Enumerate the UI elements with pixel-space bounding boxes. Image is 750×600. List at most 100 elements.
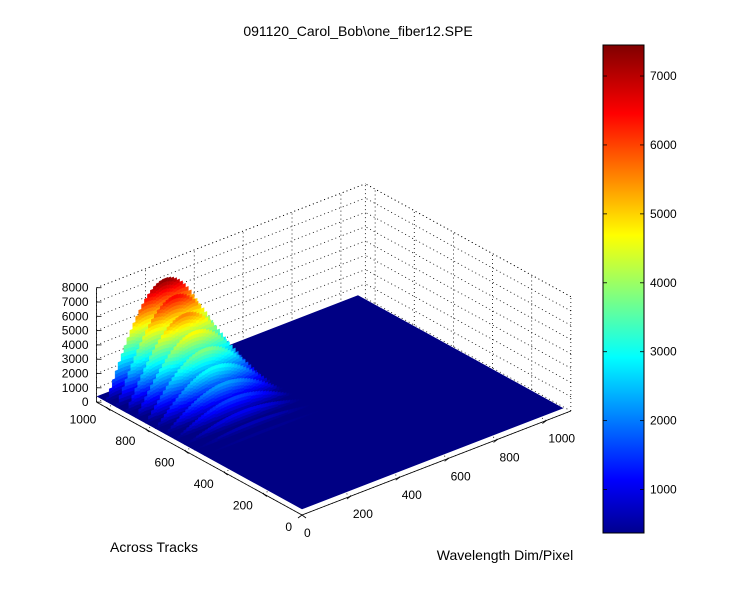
surface-patch xyxy=(244,361,249,367)
surface-patch xyxy=(293,407,298,412)
surface-patch xyxy=(273,384,277,390)
surface-patch xyxy=(272,401,276,406)
surface-patch xyxy=(212,345,217,351)
y-axis-line xyxy=(96,401,303,516)
surface-patch xyxy=(231,362,235,369)
surface-patch xyxy=(216,363,220,369)
surface-patch xyxy=(303,414,307,418)
surface-patch xyxy=(289,393,293,396)
y-tick-label: 0 xyxy=(285,520,292,534)
surface-patch xyxy=(270,383,274,389)
gridline xyxy=(365,197,572,312)
x-tick xyxy=(395,476,401,481)
surface-patch xyxy=(229,344,233,350)
surface-patch xyxy=(279,387,283,391)
surface-patch xyxy=(209,345,214,351)
surface-patch xyxy=(226,341,230,347)
surface-patch xyxy=(280,391,284,397)
x-tick-label: 0 xyxy=(304,526,311,540)
surface-patch xyxy=(242,366,247,372)
y-tick xyxy=(145,428,150,433)
surface-patch xyxy=(211,330,216,337)
surface-patch xyxy=(271,390,275,396)
colorbar-tick-label: 4000 xyxy=(650,276,677,290)
x-tick-label: 400 xyxy=(402,488,422,502)
surface-patch xyxy=(299,406,304,410)
surface-patch xyxy=(254,371,259,377)
surface-patch xyxy=(198,313,203,319)
surface-patch xyxy=(236,354,240,360)
surface-patch xyxy=(249,378,254,383)
surface-patch xyxy=(174,293,178,300)
colorbar-scale xyxy=(602,44,645,534)
surface-patch xyxy=(214,332,219,338)
surface-patch xyxy=(250,391,255,397)
surface-patch xyxy=(308,404,312,407)
surface-patch xyxy=(184,312,188,318)
surface-patch xyxy=(264,381,268,387)
surface-patch xyxy=(246,377,251,383)
y-tick xyxy=(184,450,189,454)
surface-patch xyxy=(277,391,281,397)
surface-patch xyxy=(218,346,222,352)
surface-patch xyxy=(283,392,287,396)
colorbar-tick-label: 1000 xyxy=(650,483,677,497)
y-tick-label: 1000 xyxy=(70,413,97,427)
surface-ridge xyxy=(184,398,303,446)
z-tick-label: 7000 xyxy=(62,295,89,309)
surface-patch xyxy=(248,368,253,374)
surface-patch xyxy=(241,392,246,398)
surface-patch xyxy=(192,298,196,304)
surface-patch xyxy=(261,380,265,386)
surface-patch xyxy=(241,377,245,383)
surface-patch xyxy=(239,393,243,399)
surface-patch xyxy=(217,334,221,340)
x-tick xyxy=(297,514,303,519)
surface-patch xyxy=(239,356,243,362)
surface-patch xyxy=(186,294,190,300)
surface-patch xyxy=(197,303,202,310)
surface-patch xyxy=(251,405,256,411)
y-tick xyxy=(262,493,268,497)
surface-patch xyxy=(305,404,309,408)
surface-patch xyxy=(276,411,280,417)
surface-patch xyxy=(263,377,267,382)
surface-patch xyxy=(260,375,264,380)
surface-patch xyxy=(257,404,261,409)
surface-patch xyxy=(224,347,228,353)
surface-patch xyxy=(170,276,175,282)
surface-patch xyxy=(288,408,292,415)
x-axis: 0 200 400 600 800 1000 xyxy=(297,410,575,540)
surface-patch xyxy=(302,405,306,409)
surface-patch xyxy=(230,350,234,356)
surface-patch xyxy=(292,399,297,404)
colorbar-tick-label: 2000 xyxy=(650,414,677,428)
surface-patch xyxy=(176,278,180,284)
surface-ridge xyxy=(203,409,322,456)
surface-patch xyxy=(202,328,207,334)
surface-patch xyxy=(235,377,239,384)
surface-patch xyxy=(213,325,218,331)
surface-patch xyxy=(247,364,252,369)
surface-patch xyxy=(245,367,250,373)
surface-patch xyxy=(227,349,231,355)
x-tick-label: 600 xyxy=(451,469,471,483)
surface-patch xyxy=(216,328,220,334)
colorbar-tick-label: 3000 xyxy=(650,345,677,359)
surface-patch xyxy=(286,392,290,397)
z-tick-label: 5000 xyxy=(62,324,89,338)
x-tick xyxy=(346,495,352,500)
surface-patch xyxy=(232,378,236,384)
surface-patch xyxy=(318,409,322,412)
y-tick xyxy=(106,407,111,411)
surface-patch xyxy=(290,399,294,405)
surface-patch xyxy=(262,390,266,396)
surface-patch xyxy=(238,377,242,383)
surface-patch xyxy=(205,328,210,335)
surface-patch xyxy=(223,338,227,344)
surface-patch xyxy=(243,377,248,383)
surface-patch xyxy=(225,362,229,368)
surface-ridge xyxy=(174,390,293,440)
y-tick-label: 200 xyxy=(233,499,253,513)
